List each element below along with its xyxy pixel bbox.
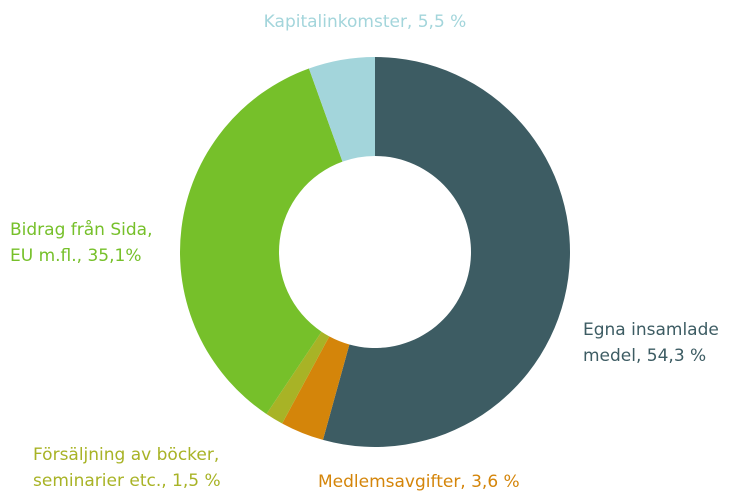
slice-label: Egna insamlade [583, 320, 719, 340]
slice-label: seminarier etc., 1,5 % [33, 471, 221, 491]
slice-label: Medlemsavgifter, 3,6 % [318, 472, 520, 492]
slice-label: Bidrag från Sida, [10, 219, 152, 240]
donut-slice [322, 57, 570, 447]
slice-label: EU m.fl., 35,1% [10, 246, 141, 266]
donut-slice [266, 331, 330, 424]
donut-slice [308, 57, 375, 162]
slice-label: Försäljning av böcker, [33, 445, 219, 465]
donut-slice [180, 68, 343, 414]
donut-slice [282, 336, 350, 440]
slice-label: Kapitalinkomster, 5,5 % [264, 12, 467, 32]
slice-label: medel, 54,3 % [583, 346, 706, 366]
